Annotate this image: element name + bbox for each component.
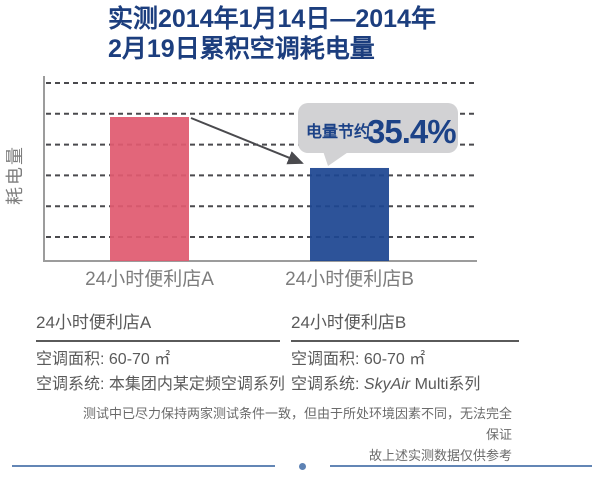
divider-line-right [329, 465, 592, 467]
disclaimer-line2: 故上述实测数据仅供参考 [368, 447, 512, 463]
disclaimer-note: 测试中已尽力保持两家测试条件一致，但由于所处环境因素不同，无法完全保证 故上述实… [72, 404, 512, 466]
x-axis-label: 24小时便利店B [285, 268, 414, 290]
store-a-info: 24小时便利店A 空调面积: 60-70 ㎡ 空调系统: 本集团内某定频空调系列 [36, 308, 285, 395]
store-b-system-label: 空调系统: [291, 375, 364, 393]
savings-label: 电量节约 [306, 122, 370, 141]
disclaimer-line1: 测试中已尽力保持两家测试条件一致，但由于所处环境因素不同，无法完全保证 [82, 406, 512, 442]
savings-value: 35.4% [367, 113, 456, 150]
store-b-info: 24小时便利店B 空调面积: 60-70 ㎡ 空调系统: SkyAir Mult… [291, 308, 519, 395]
store-b-system-rest: Multi系列 [410, 375, 481, 393]
store-b-system: 空调系统: SkyAir Multi系列 [291, 374, 519, 396]
savings-arrow [190, 117, 304, 165]
divider-dot [298, 462, 306, 470]
page-title-line1: 实测2014年1月14日—2014年 [108, 5, 436, 33]
bar-store-a [110, 117, 189, 261]
y-axis-title: 耗电量 [5, 145, 25, 205]
store-a-area: 空调面积: 60-70 ㎡ [36, 351, 171, 368]
divider-line-left [12, 465, 275, 467]
bar-chart: 24小时便利店A 24小时便利店B 耗电量 电量节约 35.4% [0, 70, 600, 302]
store-a-name: 24小时便利店A [36, 308, 280, 342]
store-a-system: 空调系统: 本集团内某定频空调系列 [36, 375, 285, 393]
bottom-divider [12, 462, 592, 470]
page-title-line2: 2月19日累积空调耗电量 [108, 34, 375, 63]
callout-bubble [298, 103, 458, 153]
page-title: 实测2014年1月14日—2014年 2月19日累积空调耗电量 [108, 5, 568, 64]
store-b-system-brand: SkyAir [363, 375, 411, 393]
x-axis-label: 24小时便利店A [85, 268, 214, 290]
bar-store-b [310, 167, 389, 261]
store-b-area: 空调面积: 60-70 ㎡ [291, 351, 426, 368]
store-b-name: 24小时便利店B [291, 308, 519, 342]
